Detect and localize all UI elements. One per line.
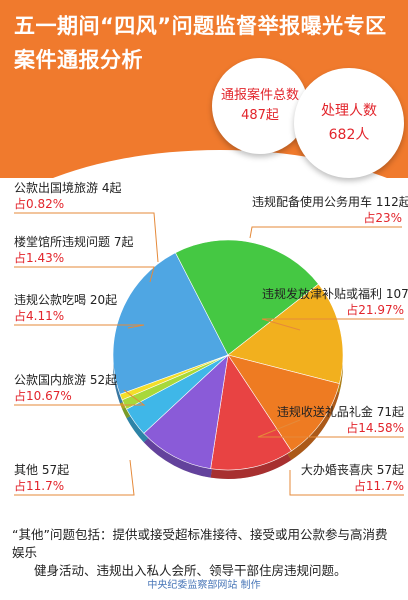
slice-label-percent: 占21.97% — [346, 303, 404, 317]
slice-label-7: 违规公款吃喝 20起 占4.11% — [14, 292, 144, 324]
slice-label-percent: 占4.11% — [14, 309, 65, 323]
leader-line-9 — [14, 212, 159, 263]
slice-label-1: 违规配备使用公务用车 112起占23% — [252, 194, 408, 226]
slice-label-6: 公款国内旅游 52起 占10.67% — [14, 372, 144, 404]
pie-slice-1 — [112, 252, 229, 395]
people-handled-bubble: 处理人数 682人 — [294, 68, 404, 178]
people-handled-label: 处理人数 — [321, 103, 377, 119]
leader-line-2 — [261, 318, 404, 331]
page-subtitle: 案件通报分析 — [14, 48, 143, 72]
slice-label-percent: 占11.7% — [353, 479, 404, 493]
pie-slice-6 — [143, 354, 229, 470]
slice-label-name: 违规收送礼品礼金 71起 — [276, 405, 404, 419]
leader-line-6 — [14, 389, 146, 406]
pie-slice-2 — [175, 239, 319, 356]
slice-label-8: 楼堂馆所违规问题 7起 占1.43% — [14, 234, 154, 266]
slice-label-percent: 占10.67% — [14, 389, 72, 403]
slice-label-name: 公款出国境旅游 4起 — [14, 181, 122, 195]
slice-label-name: 楼堂馆所违规问题 7起 — [14, 235, 134, 249]
footnote-line-1: “其他”问题包括：提供或接受超标准接待、接受或用公款参与高消费娱乐 — [12, 527, 388, 560]
footnote-line-2: 健身活动、违规出入私人会所、领导干部住房违规问题。 — [34, 563, 347, 578]
slice-label-name: 违规发放津补贴或福利 107起 — [262, 287, 408, 301]
slice-label-name: 违规公款吃喝 20起 — [14, 293, 118, 307]
slice-label-5: 其他 57起 占11.7% — [14, 462, 134, 494]
leader-line-5 — [14, 459, 135, 496]
footnote: “其他”问题包括：提供或接受超标准接待、接受或用公款参与高消费娱乐 健身活动、违… — [12, 526, 396, 580]
slice-label-percent: 占11.7% — [14, 479, 65, 493]
page-title: 五一期间“四风”问题监督举报曝光专区 — [14, 14, 387, 38]
slice-label-percent: 占14.58% — [346, 421, 404, 435]
slice-label-percent: 占23% — [363, 211, 402, 225]
leader-line-4 — [289, 470, 404, 496]
slice-label-name: 大办婚丧喜庆 57起 — [300, 463, 404, 477]
slice-label-9: 公款出国境旅游 4起 占0.82% — [14, 180, 154, 212]
slice-label-name: 违规配备使用公务用车 112起 — [252, 195, 408, 209]
total-cases-label: 通报案件总数 — [220, 88, 299, 103]
leader-line-8 — [14, 266, 155, 283]
pie-slice-5 — [210, 354, 292, 471]
total-cases-bubble: 通报案件总数 487起 — [212, 58, 308, 154]
leader-line-7 — [14, 324, 145, 329]
slice-label-2: 违规发放津补贴或福利 107起占21.97% — [262, 286, 408, 318]
slice-label-percent: 占0.82% — [14, 197, 65, 211]
leader-line-1 — [249, 226, 402, 239]
pie-slice-9 — [119, 354, 229, 401]
pie-slice-4 — [227, 354, 340, 452]
slice-label-3: 违规收送礼品礼金 71起占14.58% — [258, 404, 404, 436]
slice-label-name: 公款国内旅游 52起 — [14, 373, 118, 387]
slice-label-name: 其他 57起 — [14, 463, 70, 477]
source-credit: 中央纪委监察部网站 制作 — [147, 580, 261, 591]
slice-label-percent: 占1.43% — [14, 251, 65, 265]
total-cases-value: 487起 — [241, 108, 279, 123]
leader-line-3 — [257, 419, 404, 438]
people-handled-value: 682人 — [328, 127, 370, 143]
slice-label-4: 大办婚丧喜庆 57起占11.7% — [290, 462, 404, 494]
pie-slice-3 — [227, 283, 344, 385]
